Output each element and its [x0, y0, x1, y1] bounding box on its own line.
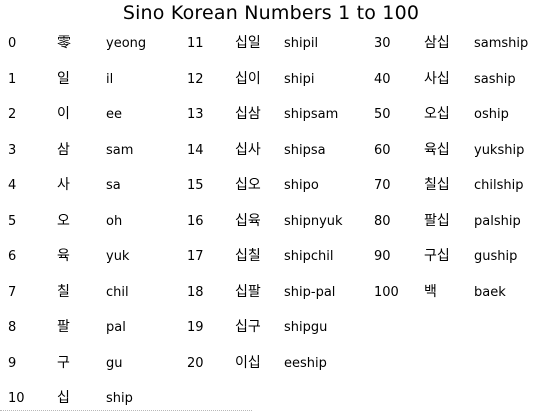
page-title: Sino Korean Numbers 1 to 100: [122, 2, 420, 24]
romanization: shipsa: [284, 142, 326, 158]
number-digit: 10: [8, 391, 25, 406]
bottom-divider: [0, 410, 252, 411]
romanization: shipnyuk: [284, 213, 343, 229]
korean-word: 십: [57, 390, 70, 406]
korean-word: 오: [57, 212, 70, 229]
number-digit: 8: [8, 320, 17, 335]
romanization: shipil: [284, 36, 319, 51]
romanization: yeong: [106, 36, 147, 51]
korean-word: 십이: [235, 70, 261, 87]
number-digit: 16: [187, 213, 204, 229]
korean-word: 십칠: [235, 248, 261, 264]
number-digit: 4: [8, 178, 17, 193]
number-digit: 9: [8, 355, 17, 371]
korean-word: 이: [57, 106, 70, 122]
korean-word: 팔십: [424, 212, 450, 229]
romanization: eeship: [284, 355, 327, 371]
romanization: shipgu: [284, 320, 328, 335]
korean-word: 십일: [235, 35, 261, 51]
number-digit: 5: [8, 213, 17, 229]
korean-word: 백: [424, 283, 437, 300]
number-digit: 3: [8, 142, 17, 158]
romanization: yukship: [474, 142, 525, 158]
korean-word: 십구: [235, 319, 261, 335]
korean-word: 구: [57, 354, 70, 371]
romanization: sa: [106, 178, 121, 193]
korean-word: 십육: [235, 212, 261, 229]
korean-word: 삼십: [424, 35, 450, 51]
korean-word: 오십: [424, 106, 450, 122]
korean-word: 사십: [424, 70, 450, 87]
romanization: oh: [106, 213, 123, 229]
number-digit: 60: [374, 142, 391, 158]
number-digit: 18: [187, 284, 204, 300]
korean-word: 사: [57, 177, 70, 193]
number-digit: 19: [187, 320, 204, 335]
korean-word: 육십: [424, 141, 450, 158]
number-digit: 17: [187, 249, 204, 264]
number-digit: 40: [374, 71, 391, 87]
romanization: palship: [474, 213, 521, 229]
number-digit: 70: [374, 178, 391, 193]
korean-word: 이십: [235, 354, 261, 371]
korean-word: 육: [57, 248, 70, 264]
korean-word: 삼: [57, 141, 70, 158]
number-digit: 14: [187, 142, 204, 158]
number-digit: 50: [374, 107, 391, 122]
romanization: guship: [474, 249, 518, 264]
romanization: yuk: [106, 249, 130, 264]
romanization: shipo: [284, 178, 319, 193]
romanization: shipsam: [284, 107, 339, 122]
number-digit: 90: [374, 249, 391, 264]
romanization: baek: [474, 284, 506, 300]
number-digit: 30: [374, 36, 391, 51]
korean-word: 구십: [424, 248, 450, 264]
korean-word: 零: [57, 35, 71, 51]
romanization: pal: [106, 320, 126, 335]
korean-word: 십오: [235, 177, 261, 193]
korean-word: 십팔: [235, 283, 261, 300]
romanization: saship: [474, 71, 516, 87]
romanization: ship-pal: [284, 284, 336, 300]
romanization: shipi: [284, 71, 315, 87]
korean-word: 칠: [57, 283, 70, 300]
romanization: samship: [474, 36, 529, 51]
romanization: chilship: [474, 178, 524, 193]
korean-word: 십삼: [235, 106, 261, 122]
romanization: gu: [106, 355, 123, 371]
number-digit: 13: [187, 107, 204, 122]
romanization: shipchil: [284, 249, 334, 264]
number-digit: 15: [187, 178, 204, 193]
korean-word: 십사: [235, 141, 261, 158]
romanization: ee: [106, 107, 122, 122]
romanization: chil: [106, 284, 129, 300]
romanization: ship: [106, 391, 133, 406]
number-digit: 1: [8, 71, 17, 87]
number-digit: 0: [8, 36, 17, 51]
number-digit: 12: [187, 71, 204, 87]
number-digit: 11: [187, 36, 204, 51]
number-digit: 20: [187, 355, 204, 371]
romanization: il: [106, 71, 114, 87]
number-digit: 2: [8, 107, 17, 122]
korean-word: 칠십: [424, 177, 450, 193]
number-digit: 6: [8, 249, 17, 264]
number-digit: 80: [374, 213, 391, 229]
korean-word: 팔: [57, 319, 70, 335]
number-digit: 100: [374, 284, 399, 300]
romanization: sam: [106, 142, 134, 158]
romanization: oship: [474, 107, 509, 122]
number-digit: 7: [8, 284, 17, 300]
korean-word: 일: [57, 70, 70, 87]
